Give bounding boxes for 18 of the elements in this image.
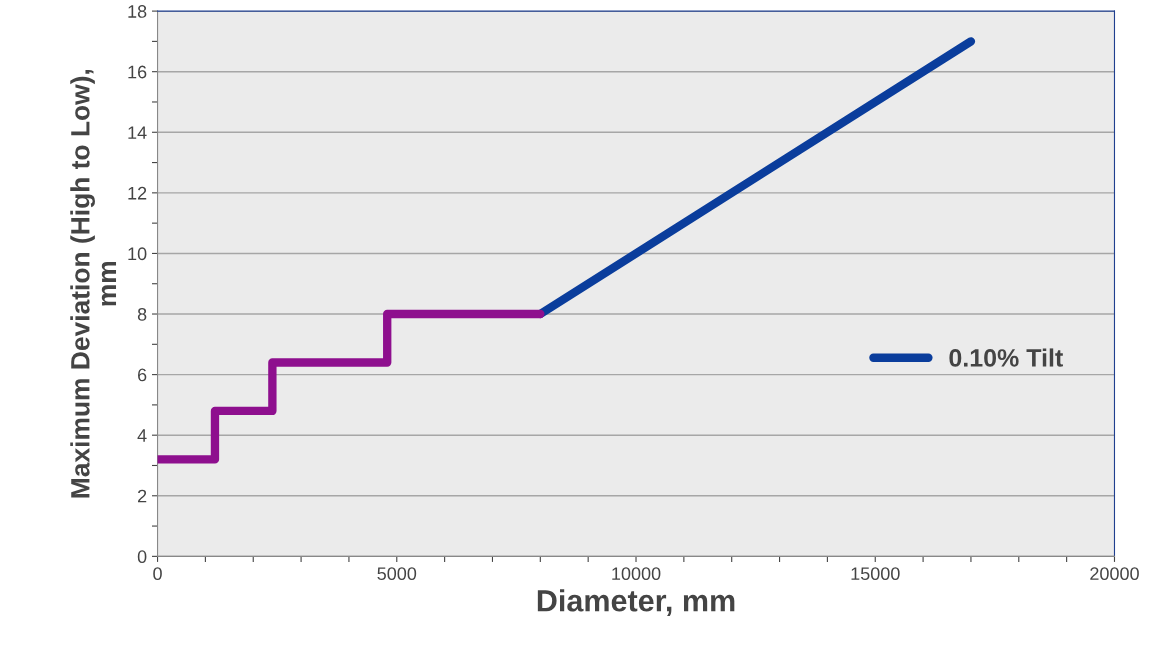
x-tick-label: 15000	[851, 567, 900, 581]
y-tick-label: 14	[128, 126, 147, 139]
x-axis-title: Diameter, mm	[537, 589, 735, 617]
x-tick-label: 20000	[1090, 567, 1139, 581]
y-tick-label: 0	[137, 550, 147, 564]
x-tick-label: 10000	[612, 567, 661, 581]
y-tick-label: 18	[128, 5, 147, 18]
x-tick-label: 0	[153, 567, 162, 581]
y-tick-label: 8	[137, 307, 147, 321]
y-tick-label: 16	[128, 65, 147, 79]
y-tick-label: 12	[128, 186, 147, 200]
legend-label: 0.10% Tilt	[949, 348, 1063, 367]
y-axis-title: Maximum Deviation (High to Low), mm	[70, 69, 117, 498]
x-tick-label: 5000	[377, 567, 417, 581]
y-tick-label: 4	[137, 429, 147, 442]
y-tick-label: 10	[128, 247, 147, 261]
y-tick-label: 6	[138, 368, 147, 382]
y-tick-label: 2	[138, 489, 147, 503]
